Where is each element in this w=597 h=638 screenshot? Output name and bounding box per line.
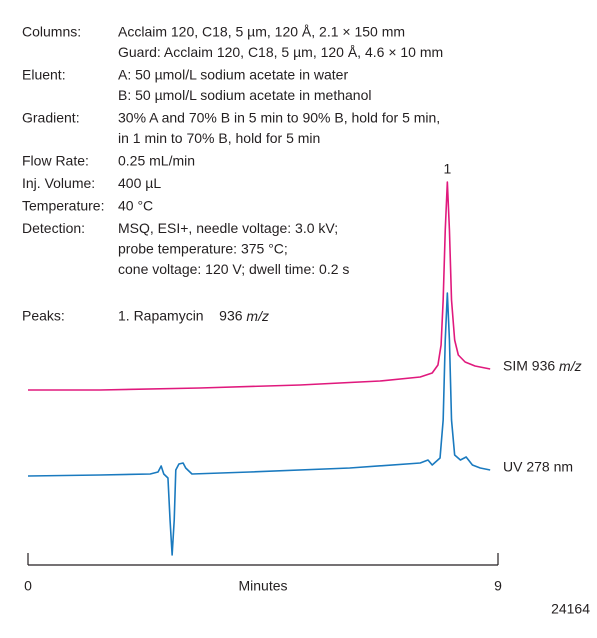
condition-value: A: 50 µmol/L sodium acetate in water [118,67,348,83]
condition-label: Detection: [22,220,85,236]
x-tick-label: 0 [24,578,32,594]
condition-value: 30% A and 70% B in 5 min to 90% B, hold … [118,110,440,126]
condition-label: Temperature: [22,198,104,214]
condition-value: Guard: Acclaim 120, C18, 5 µm, 120 Å, 4.… [118,44,443,60]
x-axis-label: Minutes [238,578,287,594]
condition-value: probe temperature: 375 °C; [118,241,288,257]
condition-value: 40 °C [118,198,153,214]
peaks-label: Peaks: [22,308,65,324]
condition-value: Acclaim 120, C18, 5 µm, 120 Å, 2.1 × 150… [118,24,405,40]
condition-label: Gradient: [22,110,80,126]
trace [27,292,491,556]
condition-value: MSQ, ESI+, needle voltage: 3.0 kV; [118,220,338,236]
condition-value: cone voltage: 120 V; dwell time: 0.2 s [118,261,349,277]
condition-value: in 1 min to 70% B, hold for 5 min [118,130,320,146]
condition-value: 0.25 mL/min [118,153,195,169]
peak-entry: 1. Rapamycin 936 m/z [118,308,269,324]
condition-value: 400 µL [118,175,161,191]
x-tick-label: 9 [494,578,502,594]
figure-id: 24164 [551,601,590,617]
peak-annotation: 1 [443,161,451,177]
condition-label: Inj. Volume: [22,175,95,191]
condition-value: B: 50 µmol/L sodium acetate in methanol [118,87,371,103]
trace [28,181,491,391]
trace-label: SIM 936 m/z [503,358,582,374]
condition-label: Columns: [22,24,81,40]
trace-label: UV 278 nm [503,459,573,475]
condition-label: Flow Rate: [22,153,89,169]
condition-label: Eluent: [22,67,66,83]
